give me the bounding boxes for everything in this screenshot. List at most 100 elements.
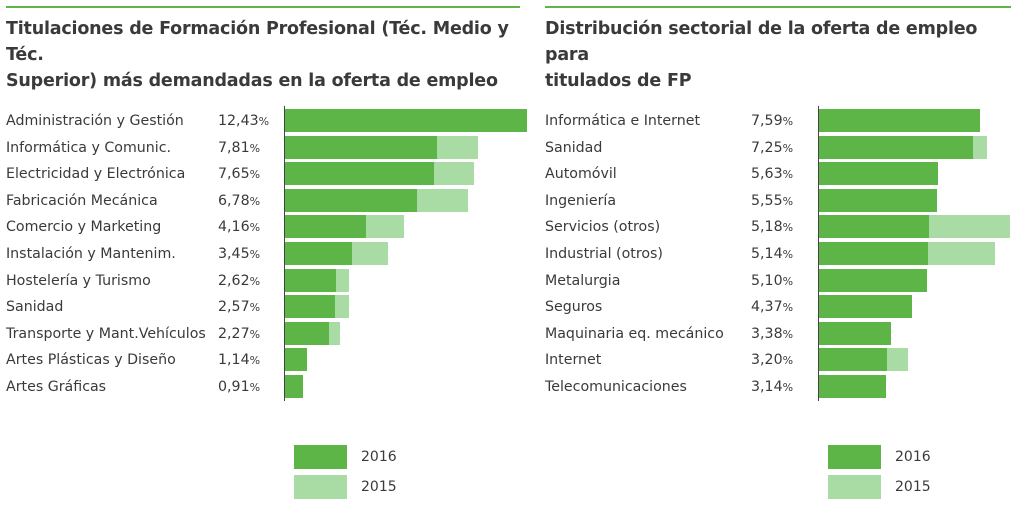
bar-2016 — [819, 375, 886, 398]
chart-row: Comercio y Marketing 4,16% — [6, 214, 520, 240]
category-label: Sanidad — [6, 299, 64, 316]
value-unit: % — [249, 301, 261, 315]
chart-title-line: titulados de FP — [545, 71, 692, 91]
chart-title-line: Superior) más demandadas en la oferta de… — [6, 71, 498, 91]
value-number: 12,43 — [218, 113, 259, 129]
legend-label-2015: 2015 — [361, 479, 397, 495]
value-unit: % — [249, 248, 261, 261]
value-number: 3,45 — [218, 246, 250, 262]
category-label: Artes Plásticas y Diseño — [6, 352, 176, 369]
value-unit: % — [782, 327, 794, 341]
chart-row: Informática e Internet 7,59% — [545, 108, 1011, 134]
bar-2016 — [819, 215, 929, 239]
value-unit: % — [782, 115, 794, 128]
value-unit: % — [258, 115, 270, 128]
value-number: 2,57 — [218, 299, 250, 316]
chart-title: Titulaciones de Formación Profesional (T… — [6, 16, 520, 94]
chart-row: Servicios (otros) 5,18% — [545, 214, 1011, 240]
value-unit: % — [249, 381, 261, 394]
value-label: 3,45% — [218, 241, 260, 268]
category-label: Artes Gráficas — [6, 379, 107, 395]
category-label: Internet — [545, 352, 602, 369]
bar-2016 — [285, 348, 308, 372]
bar-2016 — [285, 321, 330, 345]
chart-row: Ingeniería 5,55% — [545, 188, 1011, 214]
chart-row: Artes Gráficas 0,91% — [6, 374, 520, 400]
bar-2016 — [285, 268, 336, 292]
legend-label-2015: 2015 — [895, 479, 931, 495]
value-number: 5,55 — [751, 192, 783, 209]
bar-2016 — [819, 321, 891, 345]
value-number: 7,59 — [751, 113, 783, 129]
category-label: Comercio y Marketing — [6, 219, 162, 236]
value-number: 5,63 — [751, 166, 783, 183]
value-number: 3,14 — [751, 379, 783, 395]
value-unit: % — [782, 381, 794, 394]
category-label: Servicios (otros) — [545, 219, 661, 236]
value-label: 1,14% — [218, 347, 260, 374]
bar-2016 — [285, 162, 434, 186]
chart-row: Instalación y Mantenim. 3,45% — [6, 241, 520, 267]
value-number: 3,20 — [751, 352, 783, 369]
bar-2016 — [819, 348, 887, 372]
value-unit: % — [249, 354, 261, 368]
category-label: Automóvil — [545, 166, 617, 183]
value-number: 7,81 — [218, 139, 250, 156]
chart-title-line: Titulaciones de Formación Profesional (T… — [6, 19, 509, 65]
value-label: 5,10% — [751, 268, 793, 295]
value-number: 5,10 — [751, 272, 783, 289]
chart-row: Fabricación Mecánica 6,78% — [6, 188, 520, 214]
bar-2016 — [819, 242, 929, 265]
value-unit: % — [782, 168, 794, 182]
bar-2016 — [285, 135, 438, 159]
category-label: Electricidad y Electrónica — [6, 166, 186, 183]
value-unit: % — [782, 301, 794, 315]
value-number: 7,25 — [751, 139, 783, 156]
category-label: Metalurgia — [545, 272, 621, 289]
value-unit: % — [249, 194, 261, 208]
category-label: Ingeniería — [545, 192, 617, 209]
value-unit: % — [249, 274, 261, 288]
chart-row: Informática y Comunic. 7,81% — [6, 135, 520, 161]
value-unit: % — [782, 354, 794, 368]
value-number: 1,14 — [218, 352, 250, 369]
value-unit: % — [782, 248, 794, 261]
legend-swatch-2015 — [294, 475, 347, 499]
chart-row: Administración y Gestión 12,43% — [6, 108, 527, 134]
value-label: 7,25% — [751, 135, 793, 162]
value-unit: % — [249, 168, 261, 182]
value-label: 3,38% — [751, 321, 793, 348]
chart-row: Electricidad y Electrónica 7,65% — [6, 161, 520, 187]
value-number: 7,65 — [218, 166, 250, 183]
bar-2016 — [285, 375, 303, 398]
value-label: 2,27% — [218, 321, 260, 348]
value-label: 2,57% — [218, 294, 260, 321]
chart-row: Seguros 4,37% — [545, 294, 1011, 320]
chart-row: Hostelería y Turismo 2,62% — [6, 268, 520, 294]
chart-title: Distribución sectorial de la oferta de e… — [545, 16, 1011, 94]
bar-2016 — [285, 109, 527, 132]
title-rule — [545, 6, 1011, 8]
value-label: 3,14% — [751, 374, 793, 401]
value-unit: % — [782, 221, 794, 235]
legend-swatch-2015 — [828, 475, 881, 499]
chart-row: Telecomunicaciones 3,14% — [545, 374, 1011, 400]
value-label: 2,62% — [218, 268, 260, 295]
chart-row: Industrial (otros) 5,14% — [545, 241, 1011, 267]
chart-row: Transporte y Mant.Vehículos 2,27% — [6, 321, 520, 347]
category-label: Transporte y Mant.Vehículos — [6, 325, 206, 342]
value-number: 2,27 — [218, 325, 250, 342]
category-label: Maquinaria eq. mecánico — [545, 325, 724, 342]
value-number: 3,38 — [751, 325, 783, 342]
chart-left: Titulaciones de Formación Profesional (T… — [6, 0, 527, 513]
value-number: 4,37 — [751, 299, 783, 316]
bar-2016 — [285, 188, 417, 212]
value-unit: % — [782, 141, 794, 155]
category-label: Seguros — [545, 299, 603, 316]
value-label: 4,16% — [218, 214, 260, 241]
category-label: Industrial (otros) — [545, 246, 663, 262]
value-label: 7,59% — [751, 108, 793, 135]
value-number: 4,16 — [218, 219, 250, 236]
bar-2016 — [819, 109, 981, 132]
value-unit: % — [782, 194, 794, 208]
